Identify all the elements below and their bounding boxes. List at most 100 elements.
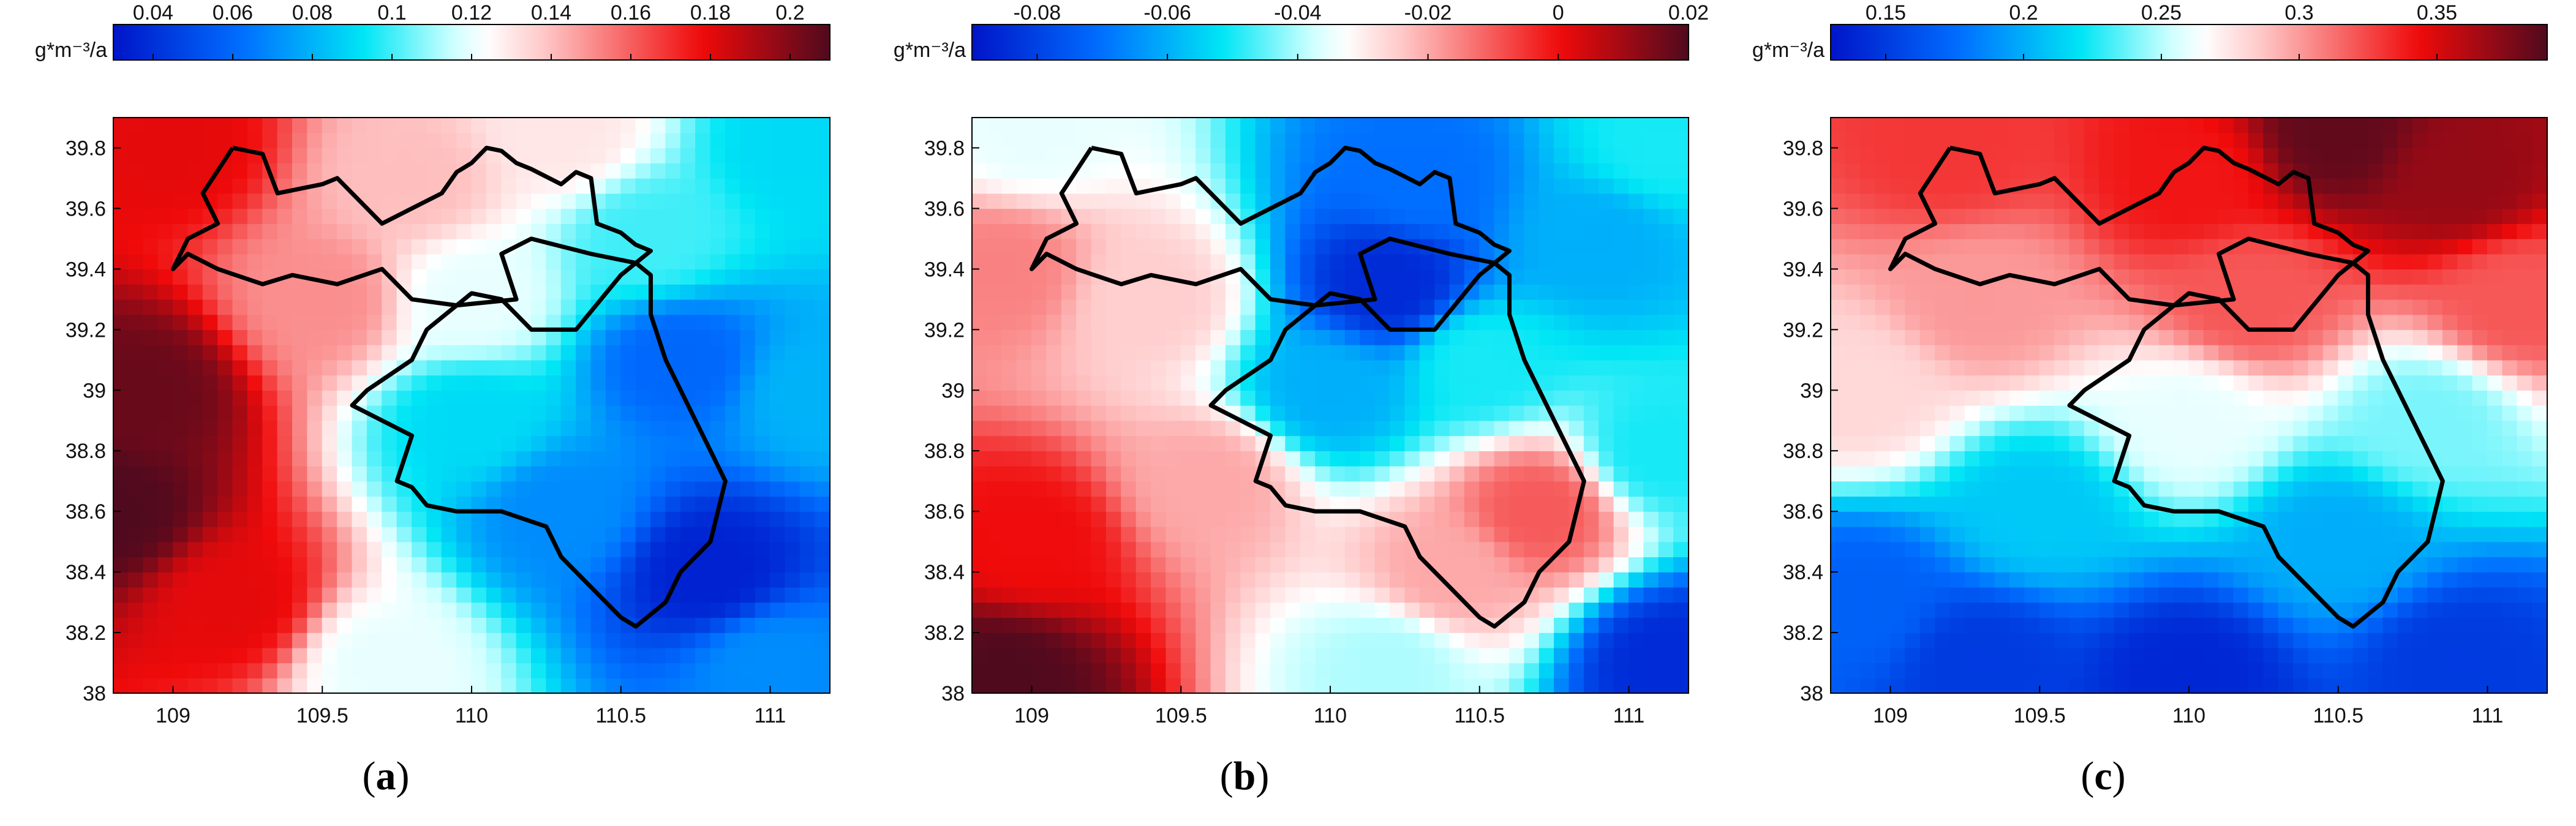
heatmap-cell <box>785 465 800 482</box>
heatmap-cell <box>1196 481 1211 497</box>
heatmap-cell <box>1135 677 1152 693</box>
heatmap-cell <box>2188 647 2205 664</box>
heatmap-cell <box>1994 132 2011 149</box>
heatmap-cell <box>546 663 562 678</box>
heatmap-cell <box>1166 283 1181 300</box>
heatmap-cell <box>1419 495 1436 512</box>
heatmap-cell <box>277 283 293 300</box>
heatmap-cell <box>412 253 427 270</box>
heatmap-cell <box>680 663 696 678</box>
heatmap-cell <box>680 359 696 376</box>
heatmap-cell <box>1300 359 1316 376</box>
heatmap-cell <box>1538 118 1555 133</box>
heatmap-cell <box>2278 147 2294 163</box>
heatmap-cell <box>217 511 233 527</box>
heatmap-cell <box>307 238 323 255</box>
heatmap-cell <box>1046 118 1062 133</box>
heatmap-cell <box>620 299 636 315</box>
heatmap-cell <box>1629 162 1644 179</box>
heatmap-cell <box>2114 526 2130 543</box>
heatmap-cell <box>1166 495 1181 512</box>
heatmap-cell <box>620 389 636 406</box>
heatmap-cell <box>2114 602 2130 618</box>
heatmap-cell <box>1524 450 1540 467</box>
heatmap-cell <box>1845 663 1861 678</box>
heatmap-cell <box>1979 617 1995 633</box>
heatmap-cell <box>501 389 517 406</box>
heatmap-cell <box>292 617 308 633</box>
heatmap-cell <box>1121 299 1137 315</box>
heatmap-cell <box>1315 632 1331 648</box>
heatmap-cell <box>1643 359 1659 376</box>
heatmap-cell <box>560 314 577 331</box>
heatmap-cell <box>1479 375 1495 391</box>
heatmap-cell <box>1509 389 1525 406</box>
heatmap-cell <box>232 602 249 618</box>
heatmap-cell <box>1374 223 1391 239</box>
heatmap-cell <box>1404 193 1420 209</box>
heatmap-cell <box>590 268 607 285</box>
heatmap-cell <box>2009 602 2025 618</box>
heatmap-cell <box>1890 465 1906 482</box>
heatmap-cell <box>1629 253 1644 270</box>
heatmap-cell <box>173 647 189 664</box>
heatmap-cell <box>1964 344 1981 361</box>
heatmap-cell <box>1135 481 1152 497</box>
heatmap-cell <box>1180 389 1197 406</box>
heatmap-cell <box>1979 118 1995 133</box>
heatmap-cell <box>2054 571 2070 588</box>
heatmap-cell <box>785 526 800 543</box>
heatmap-cell <box>590 162 607 179</box>
heatmap-cell <box>1135 147 1152 163</box>
heatmap-cell <box>2099 314 2115 331</box>
heatmap-cell <box>113 602 129 618</box>
heatmap-cell <box>2188 571 2205 588</box>
heatmap-cell <box>2144 344 2160 361</box>
heatmap-cell <box>143 617 159 633</box>
heatmap-cell <box>292 420 308 437</box>
heatmap-cell <box>546 223 562 239</box>
heatmap-cell <box>1315 359 1331 376</box>
heatmap-cell <box>695 162 711 179</box>
heatmap-cell <box>1979 556 1995 573</box>
heatmap-cell <box>1360 132 1376 149</box>
heatmap-cell <box>755 389 771 406</box>
heatmap-cell <box>501 647 517 664</box>
heatmap-cell <box>1434 208 1450 224</box>
heatmap-cell <box>157 587 174 603</box>
heatmap-cell <box>1016 268 1033 285</box>
heatmap-cell <box>322 617 338 633</box>
heatmap-cell <box>1240 132 1256 149</box>
heatmap-cell <box>1001 602 1017 618</box>
heatmap-cell <box>740 571 756 588</box>
heatmap-cell <box>1255 268 1271 285</box>
heatmap-cell <box>1285 632 1301 648</box>
heatmap-cell <box>2233 602 2250 618</box>
heatmap-cell <box>590 617 607 633</box>
heatmap-cell <box>1538 511 1555 527</box>
heatmap-cell <box>576 132 592 149</box>
heatmap-cell <box>665 193 681 209</box>
heatmap-cell <box>1360 420 1376 437</box>
heatmap-cell <box>1210 617 1227 633</box>
heatmap-cell <box>2278 420 2294 437</box>
heatmap-cell <box>605 238 622 255</box>
heatmap-cell <box>2114 329 2130 345</box>
heatmap-cell <box>2009 283 2025 300</box>
heatmap-cell <box>576 253 592 270</box>
y-tick-label: 38.8 <box>66 440 106 463</box>
heatmap-cell <box>1538 587 1555 603</box>
heatmap-cell <box>396 299 413 315</box>
heatmap-cell <box>665 617 681 633</box>
heatmap-cell <box>1105 571 1122 588</box>
heatmap-cell <box>143 571 159 588</box>
heatmap-cell <box>1509 526 1525 543</box>
heatmap-cell <box>501 495 517 512</box>
heatmap-cell <box>590 647 607 664</box>
heatmap-cell <box>1538 344 1555 361</box>
heatmap-cell <box>1031 389 1047 406</box>
heatmap-cell <box>665 511 681 527</box>
heatmap-cell <box>232 556 249 573</box>
heatmap-cell <box>412 238 427 255</box>
heatmap-cell <box>1875 465 1891 482</box>
